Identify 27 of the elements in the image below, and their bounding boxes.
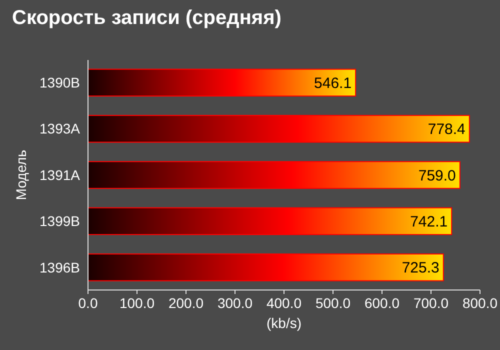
x-tick-label: 700.0 [413, 295, 449, 311]
bar [88, 114, 470, 143]
y-tick-label: 1393A [40, 120, 81, 137]
data-label: 725.3 [402, 260, 440, 277]
x-tick-label: 800.0 [462, 295, 498, 311]
data-label: 778.4 [428, 121, 466, 138]
y-tick-label: 1399B [40, 213, 80, 230]
y-axis-title: Модель [13, 150, 29, 200]
chart-title: Скорость записи (средняя) [12, 7, 282, 29]
x-axis-title: (kb/s) [266, 315, 302, 331]
x-tick-label: 100.0 [119, 295, 155, 311]
x-tick-label: 200.0 [168, 295, 204, 311]
x-tick-label: 300.0 [217, 295, 253, 311]
data-label: 546.1 [314, 74, 352, 92]
bar [88, 68, 356, 97]
bar [88, 253, 444, 282]
y-tick-label: 1396B [40, 259, 80, 276]
data-label: 759.0 [418, 167, 456, 184]
bar [88, 161, 460, 189]
x-tick-label: 0.0 [78, 295, 98, 311]
y-tick-label: 1391A [40, 166, 81, 183]
x-tick-label: 500.0 [315, 295, 351, 311]
x-tick-label: 600.0 [364, 295, 400, 311]
bar [88, 207, 452, 236]
x-tick-label: 400.0 [266, 295, 302, 311]
y-tick-label: 1390B [40, 74, 80, 91]
data-label: 742.1 [410, 213, 448, 230]
